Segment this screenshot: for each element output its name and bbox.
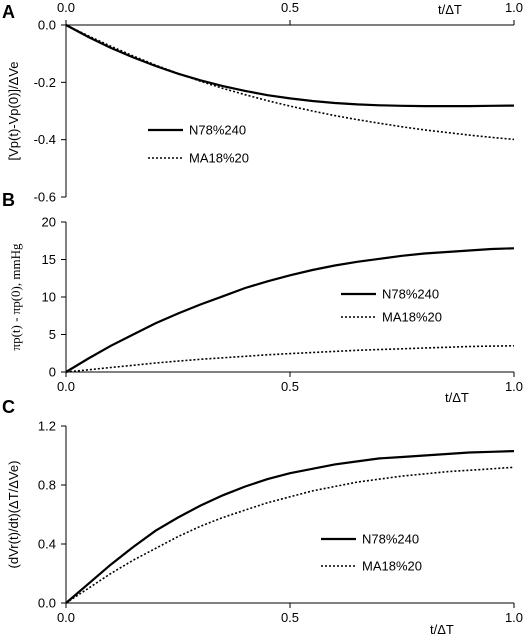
legend: N78%240 MA18%20 (148, 123, 249, 166)
y-tick-label: 10 (42, 290, 56, 305)
y-axis-title: πp(t) - πp(0), mmHg (8, 243, 23, 350)
chart-panel-c: C 0.0 0.4 0.8 1.2 0.0 0.5 1.0 t/ΔT (dVr(t)/dt)(ΔT… (2, 397, 523, 637)
y-axis-title: [Vp(t)-Vp(0)]/ΔVe (6, 62, 21, 161)
y-tick-label: 0.8 (38, 478, 56, 493)
x-axis-title: t/ΔT (430, 622, 454, 637)
x-tick-label: 0.5 (281, 610, 299, 625)
x-tick-label: 0.0 (57, 379, 75, 394)
panel-letter: C (2, 397, 15, 417)
series-line-n78-240 (65, 24, 515, 108)
series-line-ma18-20 (65, 24, 515, 141)
x-tick-label: 1.0 (505, 610, 523, 625)
series-line-n78-240 (65, 450, 515, 604)
x-tick-label: 0.0 (57, 610, 75, 625)
x-tick-label: 0.0 (57, 0, 75, 15)
y-tick-label: 0.0 (38, 18, 56, 33)
series-line-n78-240 (65, 247, 515, 373)
y-tick-label: 0.4 (38, 537, 56, 552)
legend-label: N78%240 (362, 532, 419, 547)
legend: N78%240 MA18%20 (341, 287, 442, 325)
y-tick-label: 1.2 (38, 419, 56, 434)
x-tick-label: 0.5 (281, 0, 299, 15)
x-tick-label: 1.0 (505, 0, 523, 15)
chart-panel-b: B 0 5 10 15 20 0.0 0.5 1.0 t/ΔT πp(t) - πp(0), mmH… (2, 190, 523, 405)
x-tick-label: 1.0 (505, 379, 523, 394)
y-tick-label: 20 (42, 215, 56, 230)
y-tick-label: 5 (49, 327, 56, 342)
x-tick-label: 0.5 (281, 379, 299, 394)
panel-letter: A (2, 2, 15, 22)
y-tick-label: 15 (42, 252, 56, 267)
x-axis-title: t/ΔT (438, 2, 462, 17)
series-line-ma18-20 (65, 345, 515, 373)
legend-label: MA18%20 (362, 559, 422, 574)
y-axis-title: (dVr(t)/dt)(ΔT/ΔVe) (6, 461, 21, 569)
legend-label: N78%240 (382, 287, 439, 302)
legend-label: N78%240 (189, 123, 246, 138)
x-axis-title: t/ΔT (445, 390, 469, 405)
panel-letter: B (2, 190, 15, 210)
legend-label: MA18%20 (189, 151, 249, 166)
y-tick-label: -0.6 (34, 190, 56, 205)
series-line-ma18-20 (65, 466, 515, 604)
y-tick-label: 0 (49, 365, 56, 380)
y-tick-label: -0.4 (34, 132, 56, 147)
y-tick-label: 0.0 (38, 596, 56, 611)
legend: N78%240 MA18%20 (321, 532, 422, 574)
y-tick-label: -0.2 (34, 75, 56, 90)
legend-label: MA18%20 (382, 310, 442, 325)
chart-panel-a: A 0.0 -0.2 -0.4 -0.6 0.0 0.5 1.0 t/ΔT [Vp(t)-Vp(0… (2, 0, 523, 205)
